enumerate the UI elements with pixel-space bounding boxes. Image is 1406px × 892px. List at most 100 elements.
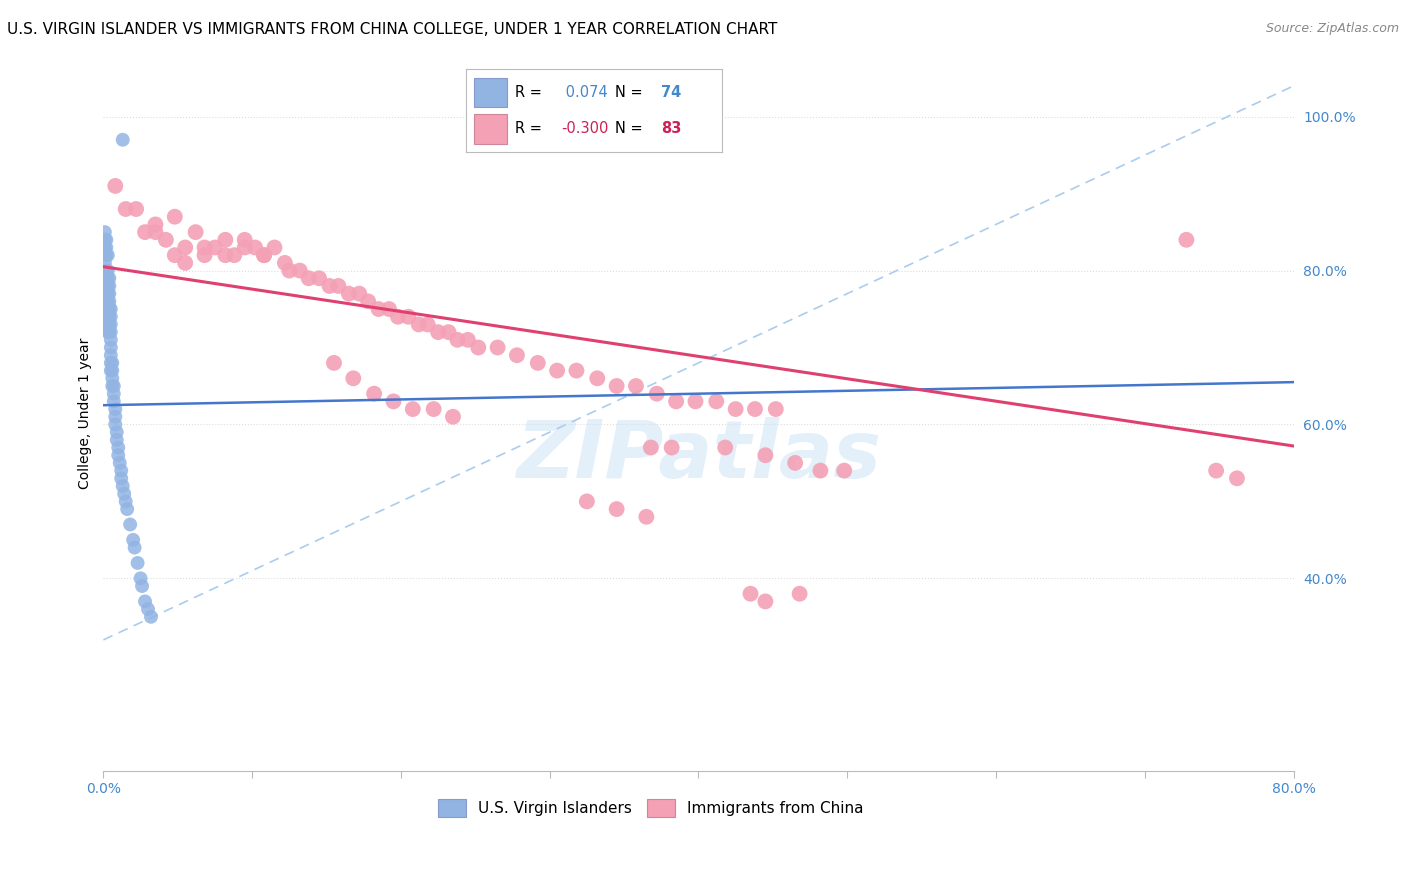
Point	[96, 271, 118, 285]
Point	[120, 517, 142, 532]
Point	[100, 341, 122, 355]
Point	[224, 248, 246, 262]
Point	[104, 409, 127, 424]
Point	[233, 233, 256, 247]
Point	[94, 248, 117, 262]
Point	[97, 271, 120, 285]
Point	[139, 609, 162, 624]
Point	[744, 402, 766, 417]
Point	[108, 456, 131, 470]
Point	[104, 417, 127, 432]
Point	[134, 594, 156, 608]
Point	[253, 248, 276, 262]
Point	[437, 325, 460, 339]
Point	[396, 310, 419, 324]
Point	[1175, 233, 1198, 247]
Point	[740, 587, 762, 601]
Point	[446, 333, 468, 347]
Point	[263, 240, 285, 254]
Point	[174, 240, 197, 254]
Point	[253, 248, 276, 262]
Point	[97, 286, 120, 301]
Y-axis label: College, Under 1 year: College, Under 1 year	[79, 337, 93, 489]
Point	[402, 402, 425, 417]
Point	[754, 448, 776, 462]
Point	[575, 494, 598, 508]
Point	[422, 402, 444, 417]
Point	[387, 310, 409, 324]
Point	[704, 394, 727, 409]
Point	[98, 301, 121, 316]
Point	[94, 240, 117, 254]
Point	[636, 509, 658, 524]
Point	[288, 263, 311, 277]
Point	[1226, 471, 1249, 485]
Point	[101, 371, 124, 385]
Point	[546, 363, 568, 377]
Point	[349, 286, 371, 301]
Point	[94, 263, 117, 277]
Point	[97, 279, 120, 293]
Point	[101, 379, 124, 393]
Point	[97, 248, 120, 262]
Point	[97, 310, 120, 324]
Legend: U.S. Virgin Islanders, Immigrants from China: U.S. Virgin Islanders, Immigrants from C…	[439, 799, 863, 817]
Point	[233, 240, 256, 254]
Point	[278, 263, 301, 277]
Point	[107, 448, 129, 462]
Point	[526, 356, 548, 370]
Point	[115, 502, 138, 516]
Point	[114, 202, 136, 216]
Text: U.S. VIRGIN ISLANDER VS IMMIGRANTS FROM CHINA COLLEGE, UNDER 1 YEAR CORRELATION : U.S. VIRGIN ISLANDER VS IMMIGRANTS FROM …	[7, 22, 778, 37]
Point	[606, 502, 628, 516]
Point	[100, 363, 122, 377]
Point	[94, 279, 117, 293]
Point	[98, 318, 121, 332]
Point	[105, 433, 128, 447]
Point	[441, 409, 464, 424]
Point	[163, 248, 186, 262]
Point	[96, 286, 118, 301]
Point	[107, 441, 129, 455]
Point	[100, 333, 122, 347]
Point	[101, 356, 124, 370]
Point	[457, 333, 479, 347]
Point	[661, 441, 683, 455]
Point	[714, 441, 737, 455]
Point	[163, 210, 186, 224]
Point	[174, 256, 197, 270]
Point	[97, 318, 120, 332]
Point	[104, 178, 127, 193]
Point	[323, 356, 346, 370]
Point	[94, 271, 117, 285]
Point	[337, 286, 360, 301]
Point	[110, 471, 132, 485]
Point	[214, 248, 236, 262]
Point	[378, 301, 401, 316]
Point	[96, 233, 118, 247]
Point	[145, 218, 167, 232]
Point	[565, 363, 588, 377]
Point	[832, 464, 855, 478]
Point	[810, 464, 832, 478]
Point	[98, 310, 121, 324]
Point	[243, 240, 266, 254]
Point	[785, 456, 807, 470]
Point	[97, 294, 120, 309]
Point	[111, 133, 134, 147]
Point	[214, 233, 236, 247]
Point	[789, 587, 811, 601]
Point	[367, 301, 389, 316]
Point	[134, 225, 156, 239]
Point	[94, 233, 117, 247]
Point	[193, 248, 215, 262]
Point	[408, 318, 430, 332]
Point	[640, 441, 662, 455]
Point	[98, 294, 121, 309]
Text: ZIPatlas: ZIPatlas	[516, 417, 882, 495]
Point	[754, 594, 776, 608]
Point	[104, 402, 127, 417]
Point	[98, 271, 121, 285]
Point	[145, 225, 167, 239]
Point	[98, 286, 121, 301]
